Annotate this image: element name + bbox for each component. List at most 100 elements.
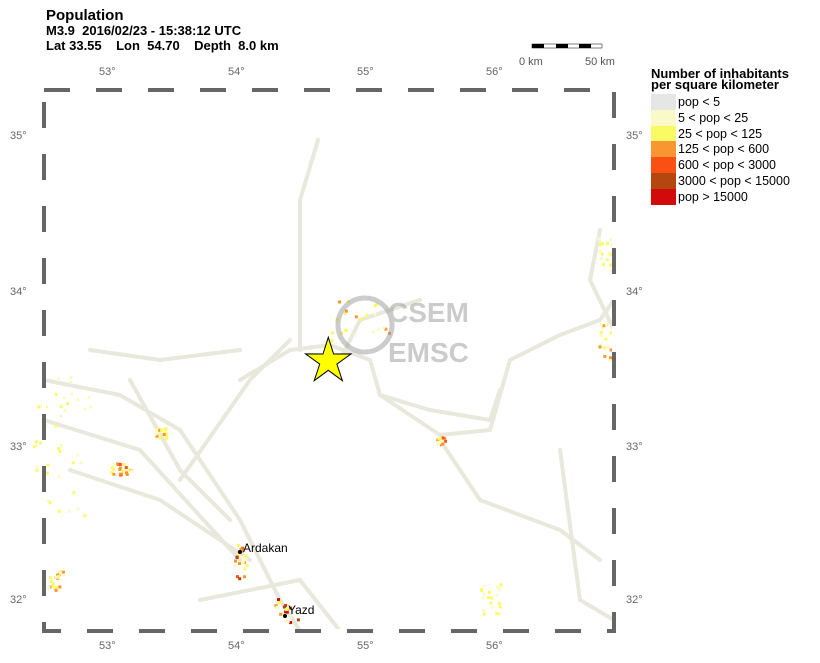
map-title: Population — [46, 7, 124, 24]
population-cell — [598, 249, 602, 253]
population-cell — [481, 609, 485, 613]
population-cell — [498, 602, 502, 606]
population-cell — [603, 354, 607, 358]
population-cell — [295, 612, 299, 616]
population-cell — [441, 442, 445, 446]
scale-bar — [531, 43, 603, 49]
watermark-csem: CSEM — [388, 297, 469, 328]
population-cell — [57, 377, 61, 381]
population-cell — [599, 243, 603, 247]
population-cell — [285, 610, 289, 614]
population-cells — [33, 230, 616, 625]
population-cell — [241, 561, 245, 565]
population-cell — [39, 441, 43, 445]
legend-item: 600 < pop < 3000 — [651, 157, 776, 174]
population-cell — [597, 237, 601, 241]
population-cell — [62, 573, 66, 577]
population-cell — [495, 585, 499, 589]
population-cell — [45, 471, 49, 475]
population-cell — [57, 447, 61, 451]
population-cell — [598, 343, 602, 347]
population-cell — [156, 430, 160, 434]
population-cell — [54, 575, 58, 579]
population-cell — [46, 499, 50, 503]
lon-tick: 54° — [228, 640, 245, 652]
population-cell — [59, 414, 63, 418]
population-cell — [35, 468, 39, 472]
population-cell — [235, 575, 239, 579]
legend-swatch — [651, 125, 676, 142]
watermark-emsc: EMSC — [388, 337, 469, 368]
population-cell — [48, 501, 52, 505]
population-cell — [57, 475, 61, 479]
lon-tick: 56° — [486, 640, 503, 652]
population-cell — [609, 269, 613, 273]
population-cell — [436, 437, 440, 441]
population-cell — [499, 583, 503, 587]
population-cell — [53, 586, 57, 590]
population-cell — [54, 424, 58, 428]
legend-subtitle: per square kilometer — [651, 77, 779, 92]
population-cell — [245, 563, 249, 567]
population-cell — [79, 461, 83, 465]
population-cell — [604, 322, 608, 326]
population-cell — [279, 612, 283, 616]
epicenter-star-icon — [303, 335, 353, 383]
population-cell — [89, 405, 93, 409]
population-cell — [111, 466, 115, 470]
lat-tick: 32° — [626, 594, 643, 606]
population-cell — [244, 557, 248, 561]
population-cell — [496, 612, 500, 616]
population-cell — [71, 461, 75, 465]
population-cell — [441, 436, 445, 440]
population-cell — [495, 611, 499, 615]
population-cell — [238, 562, 242, 566]
lon-tick: 55° — [357, 640, 374, 652]
population-cell — [599, 256, 603, 260]
lat-tick: 34° — [10, 286, 27, 298]
population-cell — [112, 472, 116, 476]
population-cell — [76, 507, 80, 511]
population-cell — [372, 330, 376, 334]
population-cell — [497, 588, 501, 592]
legend-title: Number of inhabitants — [651, 66, 789, 81]
population-cell — [240, 549, 244, 553]
population-cell — [70, 392, 74, 396]
population-cell — [54, 392, 58, 396]
population-cell — [487, 596, 491, 600]
legend-item: pop < 5 — [651, 94, 720, 110]
population-cell — [155, 428, 159, 432]
population-cell — [274, 604, 278, 608]
population-cell — [159, 428, 163, 432]
population-cell — [154, 432, 158, 436]
population-cell — [600, 252, 604, 256]
population-cell — [239, 547, 243, 551]
scale-start: 0 km — [519, 56, 543, 68]
legend-item: 3000 < pop < 15000 — [651, 173, 790, 189]
population-cell — [165, 435, 169, 439]
population-cell — [157, 426, 161, 430]
population-cell — [33, 445, 37, 449]
population-cell — [237, 554, 241, 558]
population-cell — [608, 359, 612, 363]
lon-tick: 55° — [357, 66, 374, 78]
population-cell — [118, 462, 122, 466]
lon-tick: 53° — [99, 66, 116, 78]
population-cell — [34, 440, 38, 444]
population-cell — [241, 559, 245, 563]
population-cell — [275, 605, 279, 609]
lat-tick: 35° — [626, 130, 643, 142]
population-cell — [609, 348, 613, 352]
scale-end: 50 km — [585, 56, 615, 68]
population-cell — [498, 605, 502, 609]
population-cell — [609, 356, 613, 360]
legend-label: 5 < pop < 25 — [678, 110, 749, 125]
lat-tick: 32° — [10, 594, 27, 606]
population-cell — [443, 436, 447, 440]
lat-tick: 34° — [626, 286, 643, 298]
population-cell — [438, 441, 442, 445]
population-cell — [241, 555, 245, 559]
population-cell — [68, 509, 72, 513]
population-cell — [607, 253, 611, 257]
population-cell — [375, 302, 379, 306]
